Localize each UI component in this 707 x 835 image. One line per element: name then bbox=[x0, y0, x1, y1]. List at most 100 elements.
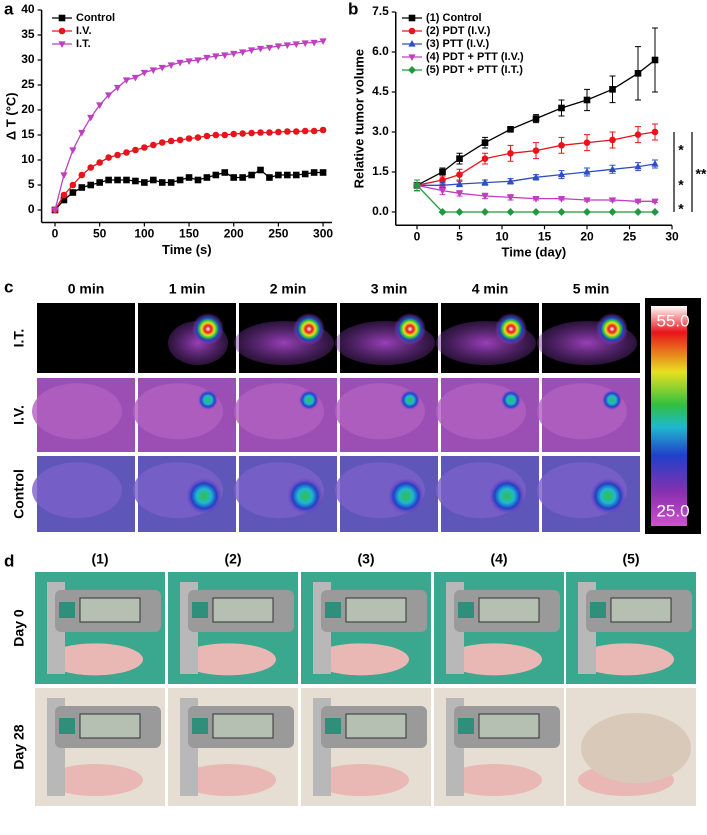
y-tick-label: 1.5 bbox=[372, 164, 389, 178]
legend-label: I.T. bbox=[76, 38, 91, 50]
x-tick-label: 10 bbox=[495, 229, 509, 243]
marker bbox=[634, 162, 642, 170]
marker bbox=[583, 96, 591, 104]
marker bbox=[256, 45, 265, 53]
marker bbox=[455, 180, 464, 187]
marker bbox=[532, 208, 540, 216]
heat-spot bbox=[501, 390, 521, 410]
legend-label: (1) Control bbox=[426, 12, 482, 24]
time-label: 1 min bbox=[169, 281, 206, 297]
marker bbox=[87, 164, 95, 171]
marker bbox=[248, 129, 255, 137]
row-label: I.T. bbox=[11, 329, 27, 348]
caliper-display bbox=[79, 597, 141, 623]
column-label: (1) bbox=[91, 551, 108, 567]
marker bbox=[284, 128, 291, 135]
row-label: I.V. bbox=[11, 405, 27, 425]
mouse-body bbox=[32, 462, 122, 519]
x-tick-label: 20 bbox=[580, 229, 594, 243]
y-tick-label: 40 bbox=[21, 2, 35, 16]
marker bbox=[481, 155, 489, 162]
marker bbox=[408, 66, 416, 74]
marker bbox=[481, 193, 489, 200]
legend-label: (5) PDT + PTT (I.T.) bbox=[426, 64, 523, 76]
y-axis-title: Relative tumor volume bbox=[351, 49, 366, 188]
marker bbox=[506, 208, 515, 216]
marker bbox=[608, 208, 617, 216]
y-tick-label: 5 bbox=[28, 177, 35, 191]
y-tick-label: 15 bbox=[21, 127, 35, 141]
marker bbox=[176, 59, 184, 67]
marker bbox=[583, 168, 591, 175]
hand bbox=[581, 713, 691, 783]
marker bbox=[185, 135, 193, 142]
marker bbox=[634, 208, 642, 216]
caliper-display bbox=[478, 713, 540, 739]
marker bbox=[176, 176, 184, 184]
marker bbox=[221, 52, 229, 59]
time-label: 4 min bbox=[472, 281, 509, 297]
x-tick-label: 50 bbox=[93, 227, 107, 241]
marker bbox=[456, 171, 463, 178]
marker bbox=[408, 40, 416, 47]
marker bbox=[292, 128, 300, 135]
marker bbox=[301, 170, 309, 178]
marker bbox=[557, 208, 566, 216]
heat-spot bbox=[590, 478, 626, 514]
marker bbox=[608, 197, 617, 204]
legend-label: (4) PDT + PTT (I.V.) bbox=[426, 51, 524, 63]
panel-label: c bbox=[4, 277, 13, 296]
marker bbox=[651, 128, 659, 136]
heat-spot bbox=[495, 313, 527, 345]
y-tick-label: 20 bbox=[21, 102, 35, 116]
y-tick-label: 30 bbox=[21, 52, 35, 66]
marker bbox=[203, 54, 211, 62]
x-tick-label: 250 bbox=[268, 227, 288, 241]
marker bbox=[319, 169, 327, 176]
marker bbox=[481, 178, 489, 186]
marker bbox=[122, 77, 131, 84]
marker bbox=[609, 136, 616, 144]
marker bbox=[141, 179, 148, 186]
marker bbox=[123, 149, 130, 156]
y-tick-label: 25 bbox=[21, 77, 35, 91]
marker bbox=[274, 43, 283, 50]
marker bbox=[583, 197, 591, 204]
marker bbox=[123, 176, 130, 184]
marker bbox=[212, 171, 220, 179]
marker bbox=[319, 126, 327, 134]
marker bbox=[114, 176, 121, 184]
marker bbox=[221, 131, 229, 139]
panel-label: b bbox=[348, 0, 358, 18]
mouse bbox=[180, 764, 276, 797]
significance-label: ** bbox=[696, 166, 707, 182]
mouse bbox=[313, 643, 409, 676]
marker bbox=[149, 176, 157, 184]
marker bbox=[583, 139, 591, 146]
panel-label: a bbox=[4, 0, 14, 18]
caliper-label bbox=[458, 718, 474, 734]
thermal-image bbox=[37, 303, 135, 373]
x-tick-label: 200 bbox=[224, 227, 244, 241]
legend-label: I.V. bbox=[76, 25, 92, 37]
significance-label: * bbox=[678, 176, 684, 192]
marker bbox=[132, 177, 139, 185]
marker bbox=[60, 196, 68, 204]
heat-spot bbox=[299, 390, 319, 410]
marker bbox=[132, 146, 139, 154]
caliper-label bbox=[192, 602, 208, 618]
caliper-label bbox=[192, 718, 208, 734]
marker bbox=[583, 208, 591, 216]
marker bbox=[167, 137, 175, 145]
caliper-display bbox=[79, 713, 141, 739]
marker bbox=[60, 172, 68, 179]
marker bbox=[634, 70, 642, 77]
marker bbox=[158, 179, 166, 186]
marker bbox=[319, 38, 327, 45]
marker bbox=[69, 181, 77, 189]
legend-label: Control bbox=[76, 12, 115, 24]
marker bbox=[301, 127, 309, 135]
marker bbox=[248, 171, 255, 179]
